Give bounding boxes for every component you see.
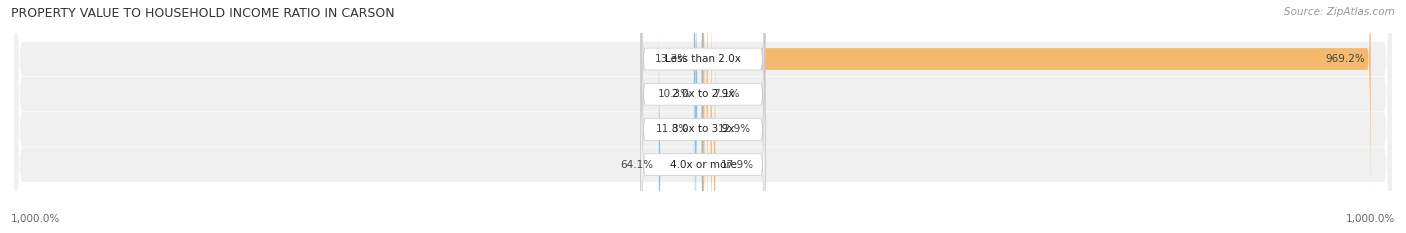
Text: 2.0x to 2.9x: 2.0x to 2.9x (672, 89, 734, 99)
Text: Source: ZipAtlas.com: Source: ZipAtlas.com (1284, 7, 1395, 17)
Text: 17.9%: 17.9% (721, 160, 754, 170)
Text: 969.2%: 969.2% (1326, 54, 1365, 64)
Text: 1,000.0%: 1,000.0% (11, 214, 60, 224)
Text: 13.3%: 13.3% (655, 54, 689, 64)
FancyBboxPatch shape (659, 0, 703, 233)
FancyBboxPatch shape (703, 0, 1371, 224)
FancyBboxPatch shape (641, 0, 765, 233)
FancyBboxPatch shape (641, 0, 765, 233)
Text: 3.0x to 3.9x: 3.0x to 3.9x (672, 124, 734, 134)
Text: 4.0x or more: 4.0x or more (669, 160, 737, 170)
FancyBboxPatch shape (14, 0, 1392, 233)
Text: 11.8%: 11.8% (657, 124, 689, 134)
FancyBboxPatch shape (14, 0, 1392, 233)
FancyBboxPatch shape (641, 0, 765, 233)
Text: 12.9%: 12.9% (717, 124, 751, 134)
FancyBboxPatch shape (696, 0, 703, 233)
FancyBboxPatch shape (703, 0, 716, 233)
Text: 10.3%: 10.3% (658, 89, 690, 99)
Text: 7.1%: 7.1% (713, 89, 740, 99)
Text: PROPERTY VALUE TO HOUSEHOLD INCOME RATIO IN CARSON: PROPERTY VALUE TO HOUSEHOLD INCOME RATIO… (11, 7, 395, 20)
FancyBboxPatch shape (693, 0, 703, 224)
Text: 1,000.0%: 1,000.0% (1346, 214, 1395, 224)
Text: 64.1%: 64.1% (620, 160, 654, 170)
FancyBboxPatch shape (703, 0, 711, 233)
FancyBboxPatch shape (695, 0, 703, 233)
FancyBboxPatch shape (641, 0, 765, 233)
FancyBboxPatch shape (703, 0, 707, 233)
FancyBboxPatch shape (14, 0, 1392, 233)
Text: Less than 2.0x: Less than 2.0x (665, 54, 741, 64)
FancyBboxPatch shape (14, 0, 1392, 233)
